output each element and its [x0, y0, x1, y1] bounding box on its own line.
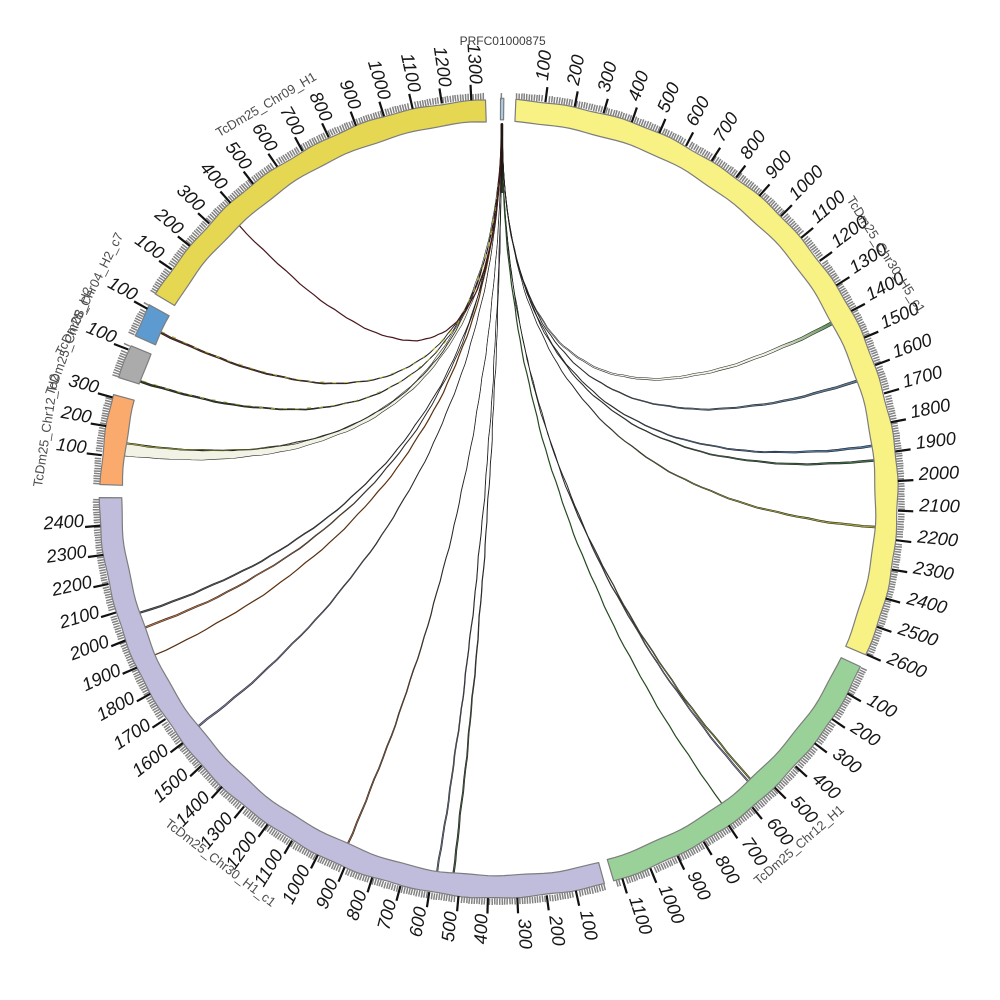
svg-text:PRFC01000875: PRFC01000875 [460, 34, 546, 48]
svg-text:2100: 2100 [918, 495, 960, 516]
svg-text:400: 400 [471, 914, 492, 945]
svg-text:1300: 1300 [463, 43, 486, 85]
svg-text:2000: 2000 [917, 462, 959, 484]
svg-text:100: 100 [55, 434, 87, 457]
svg-text:500: 500 [438, 911, 461, 943]
svg-text:2400: 2400 [42, 511, 85, 534]
svg-text:200: 200 [545, 913, 569, 947]
svg-text:1900: 1900 [914, 428, 957, 453]
svg-text:300: 300 [514, 918, 535, 949]
svg-text:100: 100 [532, 49, 555, 81]
svg-text:2200: 2200 [916, 526, 959, 550]
